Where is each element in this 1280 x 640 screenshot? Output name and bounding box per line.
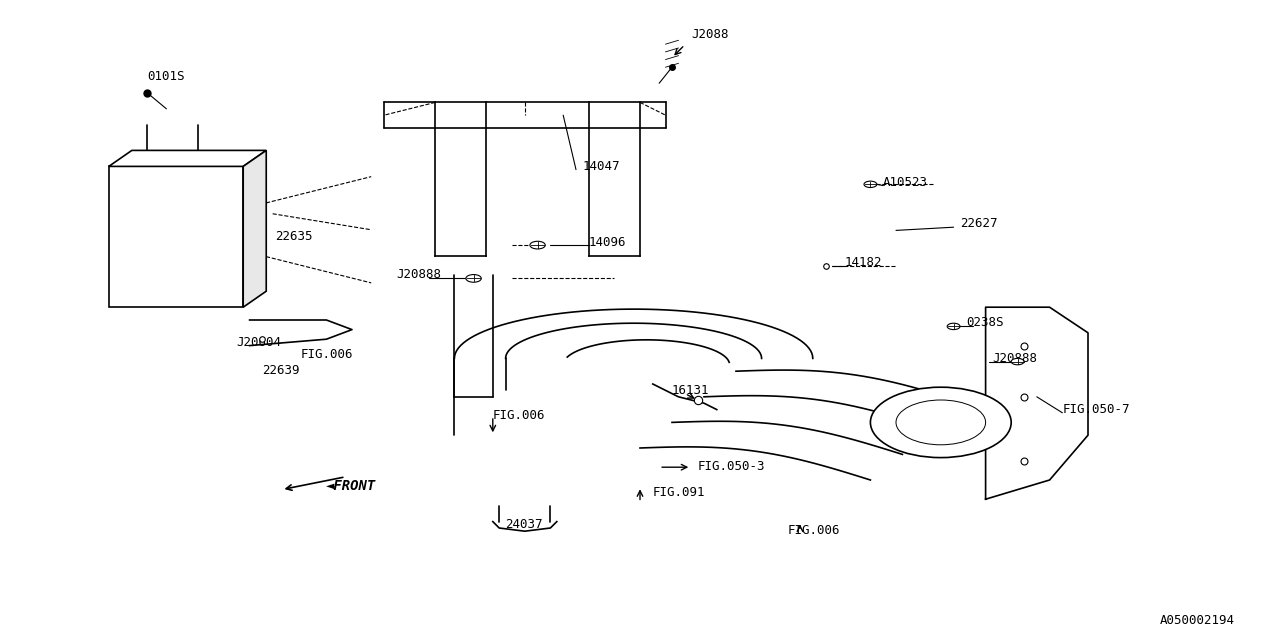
Polygon shape <box>109 150 266 166</box>
FancyBboxPatch shape <box>109 166 243 307</box>
Circle shape <box>466 275 481 282</box>
Text: 14182: 14182 <box>845 255 882 269</box>
Circle shape <box>530 241 545 249</box>
Text: 16131: 16131 <box>672 383 709 397</box>
Text: ◄FRONT: ◄FRONT <box>326 479 376 493</box>
Text: 14096: 14096 <box>589 236 626 250</box>
Text: FIG.091: FIG.091 <box>653 486 705 499</box>
Circle shape <box>870 387 1011 458</box>
Text: FIG.050-3: FIG.050-3 <box>698 460 765 474</box>
Text: FIG.006: FIG.006 <box>493 409 545 422</box>
Text: J20888: J20888 <box>992 351 1037 365</box>
Circle shape <box>1011 358 1024 365</box>
Polygon shape <box>243 150 266 307</box>
Text: J2088: J2088 <box>691 28 728 42</box>
Circle shape <box>864 181 877 188</box>
Text: 0238S: 0238S <box>966 316 1004 330</box>
Circle shape <box>896 400 986 445</box>
Text: 22627: 22627 <box>960 217 997 230</box>
Text: J20604: J20604 <box>237 335 282 349</box>
Circle shape <box>947 323 960 330</box>
Text: FIG.050-7: FIG.050-7 <box>1062 403 1130 416</box>
Text: A050002194: A050002194 <box>1160 614 1235 627</box>
Text: 14047: 14047 <box>582 159 620 173</box>
Text: FIG.006: FIG.006 <box>301 348 353 362</box>
Text: 22639: 22639 <box>262 364 300 378</box>
Text: 22635: 22635 <box>275 230 312 243</box>
Text: 24037: 24037 <box>506 518 543 531</box>
Text: 0101S: 0101S <box>147 70 184 83</box>
Text: A10523: A10523 <box>883 175 928 189</box>
Text: J20888: J20888 <box>397 268 442 282</box>
Text: FIG.006: FIG.006 <box>787 524 840 538</box>
